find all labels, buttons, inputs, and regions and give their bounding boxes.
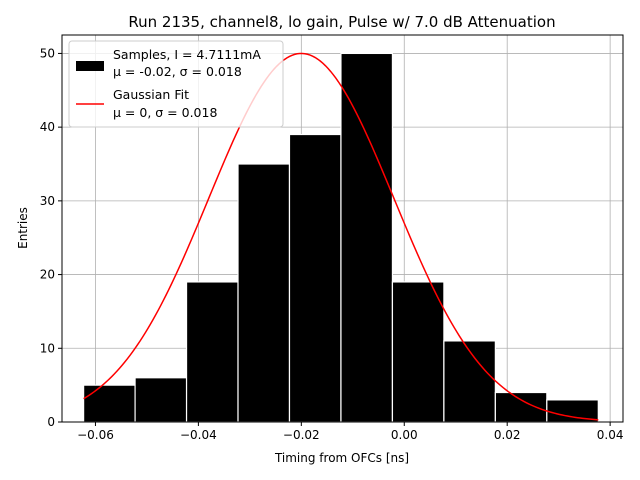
histogram-bars [83,52,599,423]
legend-box [68,40,284,128]
x-tick-label: −0.06 [77,428,114,442]
legend-fit-line1: Gaussian Fit [113,87,189,102]
histogram-bar [340,52,394,423]
y-axis-ticks: 0 10 20 30 40 50 [40,46,62,429]
legend-fit-line2: μ = 0, σ = 0.018 [113,105,217,120]
legend-samples-line2: μ = -0.02, σ = 0.018 [113,64,242,79]
fit-curve [83,52,599,421]
y-axis-label: Entries [16,207,30,249]
y-tick-label: 50 [40,46,55,60]
y-tick-label: 20 [40,268,55,282]
x-tick-label: −0.04 [180,428,217,442]
histogram-bar [391,281,445,423]
histogram-bar [83,384,136,423]
histogram-bar [237,163,291,423]
x-tick-label: 0.04 [597,428,624,442]
x-tick-label: 0.02 [494,428,521,442]
legend-samples-swatch [76,61,104,71]
plot-frame [61,34,624,423]
histogram-bar [134,377,188,423]
histogram-bar [288,133,342,423]
x-axis-label: Timing from OFCs [ns] [274,451,409,465]
y-tick-label: 10 [40,341,55,355]
legend: Samples, I = 4.7111mA μ = -0.02, σ = 0.0… [68,40,284,128]
gaussian-fit [83,52,599,421]
histogram-bar [494,391,548,423]
y-tick-label: 0 [47,415,55,429]
chart-title: Run 2135, channel8, lo gain, Pulse w/ 7.… [128,13,555,31]
histogram-bar [443,340,496,423]
histogram-bar [185,281,239,423]
x-tick-label: 0.00 [391,428,418,442]
x-tick-label: −0.02 [283,428,320,442]
x-axis-ticks: −0.06 −0.04 −0.02 0.00 0.02 0.04 [77,422,623,442]
legend-samples-line1: Samples, I = 4.7111mA [113,47,261,62]
y-tick-label: 40 [40,120,55,134]
y-tick-label: 30 [40,194,55,208]
